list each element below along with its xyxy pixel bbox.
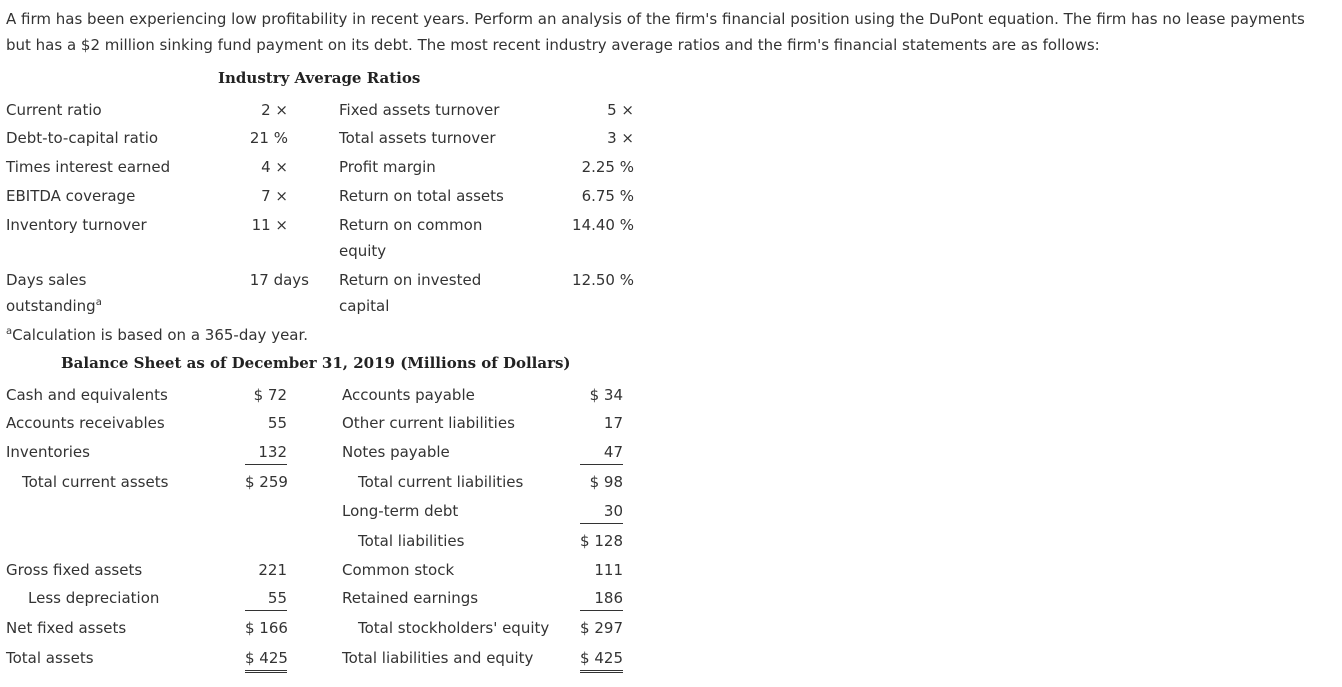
asset-value: $ 425: [245, 648, 288, 673]
ratio-label: Return on invested: [339, 271, 482, 289]
ratio-value: 11 ×: [251, 216, 288, 234]
asset-value: 55: [267, 414, 287, 432]
asset-label: Less depreciation: [28, 589, 160, 607]
asset-label: Inventories: [6, 443, 90, 461]
asset-label: Net fixed assets: [6, 619, 127, 637]
liability-value: 17: [603, 414, 623, 432]
asset-label: Total assets: [6, 649, 94, 667]
ratio-label: Days sales: [6, 271, 87, 289]
asset-value: 132: [245, 442, 287, 465]
ratio-label: Current ratio: [6, 101, 102, 119]
liability-label: Long-term debt: [342, 502, 459, 520]
liability-label: Common stock: [342, 561, 455, 579]
ratio-value: 4 ×: [261, 158, 288, 176]
ratio-value: 7 ×: [261, 187, 288, 205]
ratio-label: EBITDA coverage: [6, 187, 136, 205]
liability-value: 47: [580, 442, 623, 465]
problem-intro: A firm has been experiencing low profita…: [6, 10, 1305, 54]
liability-value: 30: [580, 501, 623, 524]
liability-value: $ 128: [580, 532, 623, 550]
liability-value: 111: [594, 561, 623, 579]
ratio-label: Return on common: [339, 216, 483, 234]
ratio-value: 2 ×: [261, 101, 288, 119]
ratio-value: 5 ×: [607, 101, 634, 119]
asset-value: 221: [258, 561, 287, 579]
ratio-label: Total assets turnover: [339, 129, 496, 147]
liability-label: Other current liabilities: [342, 414, 515, 432]
asset-value: $ 166: [245, 619, 288, 637]
liability-label: Total stockholders' equity: [358, 619, 550, 637]
ratio-label: Debt-to-capital ratio: [6, 129, 159, 147]
liability-value: $ 34: [589, 386, 623, 404]
liability-value: $ 425: [580, 648, 623, 673]
footnote-marker: a: [95, 297, 102, 308]
asset-value: 55: [245, 588, 287, 611]
footnote: aCalculation is based on a 365-day year.: [6, 326, 309, 344]
ratio-value: 3 ×: [607, 129, 634, 147]
liability-label: Total current liabilities: [358, 473, 524, 491]
asset-label: Gross fixed assets: [6, 561, 143, 579]
asset-label: Total current assets: [22, 473, 169, 491]
liability-label: Total liabilities and equity: [342, 649, 534, 667]
liability-value: $ 98: [589, 473, 623, 491]
ratio-value: 6.75 %: [581, 187, 634, 205]
ratio-label-cont: equity: [339, 242, 387, 260]
ratio-label: Fixed assets turnover: [339, 101, 500, 119]
liability-value: $ 297: [580, 619, 623, 637]
liability-value: 186: [580, 588, 623, 611]
ratio-label: Return on total assets: [339, 187, 504, 205]
asset-label: Cash and equivalents: [6, 386, 168, 404]
liability-label: Total liabilities: [358, 532, 465, 550]
ratio-value: 2.25 %: [581, 158, 634, 176]
ratio-value: 17 days: [249, 271, 309, 289]
ratio-label: Times interest earned: [6, 158, 171, 176]
ratios-title: Industry Average Ratios: [218, 69, 421, 87]
liability-label: Notes payable: [342, 443, 450, 461]
ratio-label: Profit margin: [339, 158, 436, 176]
ratio-value: 21 %: [249, 129, 288, 147]
asset-label: Accounts receivables: [6, 414, 165, 432]
ratio-value: 14.40 %: [572, 216, 634, 234]
ratio-value: 12.50 %: [572, 271, 634, 289]
ratio-label: Inventory turnover: [6, 216, 147, 234]
ratio-label-cont: capital: [339, 297, 390, 315]
asset-value: $ 259: [245, 473, 288, 491]
liability-label: Accounts payable: [342, 386, 475, 404]
liability-label: Retained earnings: [342, 589, 479, 607]
ratio-label-cont: outstandinga: [6, 297, 102, 315]
asset-value: $ 72: [253, 386, 287, 404]
balance-sheet-title: Balance Sheet as of December 31, 2019 (M…: [61, 354, 571, 372]
